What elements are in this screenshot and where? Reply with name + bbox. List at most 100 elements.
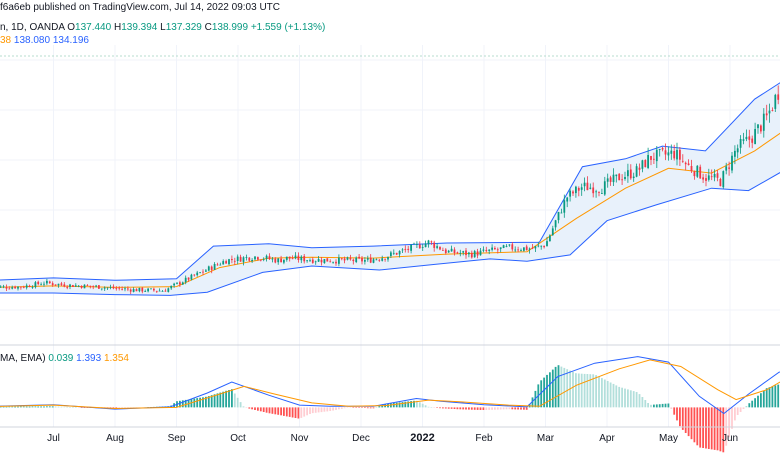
- candle-body: [722, 171, 725, 188]
- macd-hist-bar: [444, 407, 447, 409]
- candle-body: [390, 252, 392, 256]
- candle-body: [499, 247, 502, 249]
- candle-body: [103, 287, 106, 289]
- macd-hist-bar: [2, 406, 5, 408]
- high-label: H: [113, 22, 122, 33]
- candle-body: [34, 282, 37, 288]
- bb-lower-value: 134.196: [52, 35, 89, 46]
- candle-body: [228, 259, 230, 265]
- grid-lines: [0, 45, 780, 427]
- macd-hist-bar: [184, 399, 187, 408]
- macd-hist-bar: [511, 407, 514, 410]
- candle-body: [54, 284, 57, 286]
- x-tick-label: Nov: [291, 433, 309, 444]
- macd-hist-bar: [216, 393, 219, 408]
- macd-hist-bar: [283, 407, 285, 416]
- macd-hist-bar: [690, 407, 693, 440]
- macd-hist-bar: [280, 407, 282, 416]
- macd-hist-bar: [335, 407, 337, 410]
- macd-hist-bar: [193, 398, 196, 408]
- macd-hist-bar: [80, 407, 83, 408]
- candle-body: [387, 256, 389, 260]
- candle-body: [190, 274, 193, 280]
- candle-body: [2, 286, 5, 288]
- candle-body: [40, 284, 42, 286]
- candle-body: [231, 259, 233, 261]
- macd-hist-bar: [259, 407, 262, 412]
- candle-body: [658, 149, 661, 150]
- candle-body: [566, 197, 569, 202]
- candle-body: [751, 138, 754, 143]
- close-value: 138.999: [211, 22, 249, 33]
- candle-body: [28, 285, 31, 288]
- candle-body: [520, 250, 522, 251]
- macd-hist-bar: [320, 407, 323, 413]
- macd-hist-bar: [696, 407, 699, 446]
- macd-hist-bar: [413, 400, 415, 408]
- macd-hist-bar: [612, 383, 615, 408]
- macd-hist-bar: [751, 400, 754, 408]
- macd-hist-bar: [575, 373, 577, 408]
- macd-hist-bar: [404, 401, 407, 408]
- candle-body: [25, 285, 28, 288]
- candle-body: [624, 177, 626, 179]
- candle-body: [153, 288, 155, 291]
- candle-body: [777, 94, 780, 100]
- candle-body: [496, 249, 499, 251]
- candle-body: [713, 174, 716, 178]
- macd-hist-bar: [205, 396, 207, 408]
- candle-body: [11, 287, 14, 289]
- candle-body: [173, 283, 175, 286]
- candle-body: [338, 257, 340, 264]
- candle-body: [196, 272, 199, 276]
- candle-body: [560, 212, 563, 214]
- macd-hist-bar: [436, 407, 438, 408]
- candle-body: [294, 255, 297, 259]
- candle-body: [762, 113, 765, 131]
- candle-body: [332, 261, 334, 263]
- macd-hist-bar: [609, 382, 612, 408]
- candle-body: [210, 266, 213, 270]
- signal-line: [0, 359, 780, 410]
- candle-body: [291, 258, 294, 260]
- macd-hist-bar: [355, 407, 358, 408]
- macd-hist-bar: [231, 389, 233, 408]
- candle-body: [679, 149, 681, 160]
- macd-hist-bar: [450, 407, 453, 409]
- x-tick-label: Aug: [106, 433, 124, 444]
- macd-hist-bar: [485, 407, 488, 410]
- candle-body: [381, 258, 384, 261]
- x-tick-label: Apr: [599, 433, 615, 444]
- macd-hist-bar: [508, 407, 511, 410]
- candle-body: [112, 286, 115, 289]
- macd-hist-bar: [251, 407, 253, 410]
- bb-basis-value: 38: [0, 35, 12, 46]
- candle-body: [213, 264, 216, 270]
- macd-hist-bar: [219, 392, 222, 408]
- macd-hist-bar: [459, 407, 462, 410]
- macd-hist-bar: [650, 404, 652, 408]
- candle-body: [340, 258, 343, 260]
- macd-hist-bar: [262, 407, 265, 412]
- high-value: 139.394: [121, 22, 158, 33]
- candle-body: [138, 287, 141, 292]
- candle-body: [288, 256, 291, 259]
- macd-hist-bar: [433, 407, 436, 408]
- candle-body: [262, 259, 265, 260]
- candle-body: [554, 220, 557, 228]
- band-upper-line: [0, 82, 780, 281]
- candle-body: [164, 290, 167, 292]
- macd-hist-bar: [621, 387, 623, 408]
- candle-body: [456, 252, 459, 254]
- candle-body: [147, 288, 149, 292]
- candle-body: [74, 285, 77, 287]
- macd-hist-bar: [702, 407, 704, 448]
- candle-body: [569, 190, 571, 197]
- macd-hist-bar: [734, 407, 736, 421]
- macd-hist-bar: [525, 407, 528, 410]
- macd-hist-bar: [274, 407, 277, 415]
- macd-hist-bar: [72, 407, 74, 408]
- macd-hist-bar: [378, 406, 381, 408]
- macd-hist-bar: [554, 366, 557, 408]
- x-tick-label: Jul: [47, 433, 60, 444]
